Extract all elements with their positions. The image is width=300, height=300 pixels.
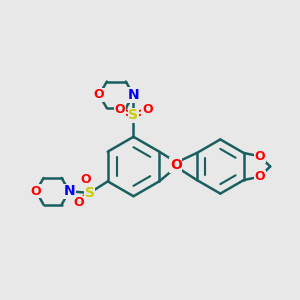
Text: N: N [128, 88, 139, 102]
Text: O: O [74, 196, 84, 209]
Text: O: O [170, 158, 182, 172]
Text: O: O [94, 88, 104, 101]
Text: O: O [31, 185, 41, 198]
Text: N: N [63, 184, 75, 198]
Text: S: S [128, 108, 139, 122]
Text: O: O [114, 103, 125, 116]
Text: O: O [80, 172, 91, 186]
Text: O: O [254, 150, 265, 163]
Text: O: O [142, 103, 153, 116]
Text: O: O [254, 170, 265, 183]
Text: S: S [85, 186, 94, 200]
